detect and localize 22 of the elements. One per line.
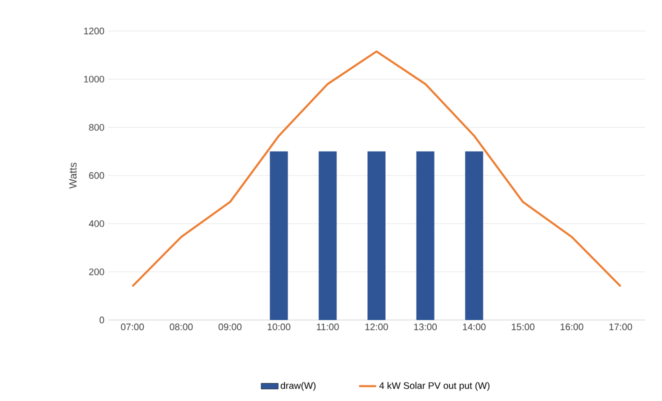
x-tick-label: 11:00 [316, 324, 339, 330]
x-tick-label: 14:00 [463, 324, 486, 330]
y-tick-label: 1000 [84, 76, 104, 83]
y-tick-label: 1200 [84, 28, 104, 34]
x-tick-label: 16:00 [560, 324, 584, 330]
x-tick-label: 12:00 [365, 324, 388, 330]
x-tick-label: 15:00 [512, 324, 534, 330]
x-tick-label: 10:00 [268, 324, 290, 330]
y-tick-label: 600 [89, 172, 104, 179]
y-tick-label: 0 [100, 316, 104, 324]
y-axis-title: Watts [69, 162, 77, 189]
y-tick-label: 800 [89, 124, 104, 131]
x-tick-label: 07:00 [120, 324, 144, 330]
x-tick-label: 13:00 [414, 324, 437, 330]
x-tick-label: 08:00 [170, 324, 193, 330]
y-tick-label: 200 [89, 268, 104, 276]
y-tick-label: 400 [88, 220, 104, 228]
line-series [131, 50, 622, 288]
legend-label: draw(W) [280, 382, 316, 391]
legend-label: 4 kW Solar PV out put (W) [379, 382, 490, 391]
x-tick-label: 09:00 [218, 324, 242, 330]
x-tick-label: 17:00 [609, 324, 632, 330]
